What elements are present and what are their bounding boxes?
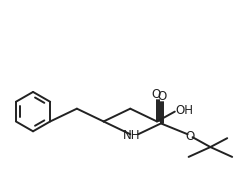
Text: O: O [184,130,194,143]
Text: O: O [157,90,166,103]
Text: O: O [151,88,160,101]
Text: NH: NH [122,129,139,142]
Text: OH: OH [175,104,193,117]
